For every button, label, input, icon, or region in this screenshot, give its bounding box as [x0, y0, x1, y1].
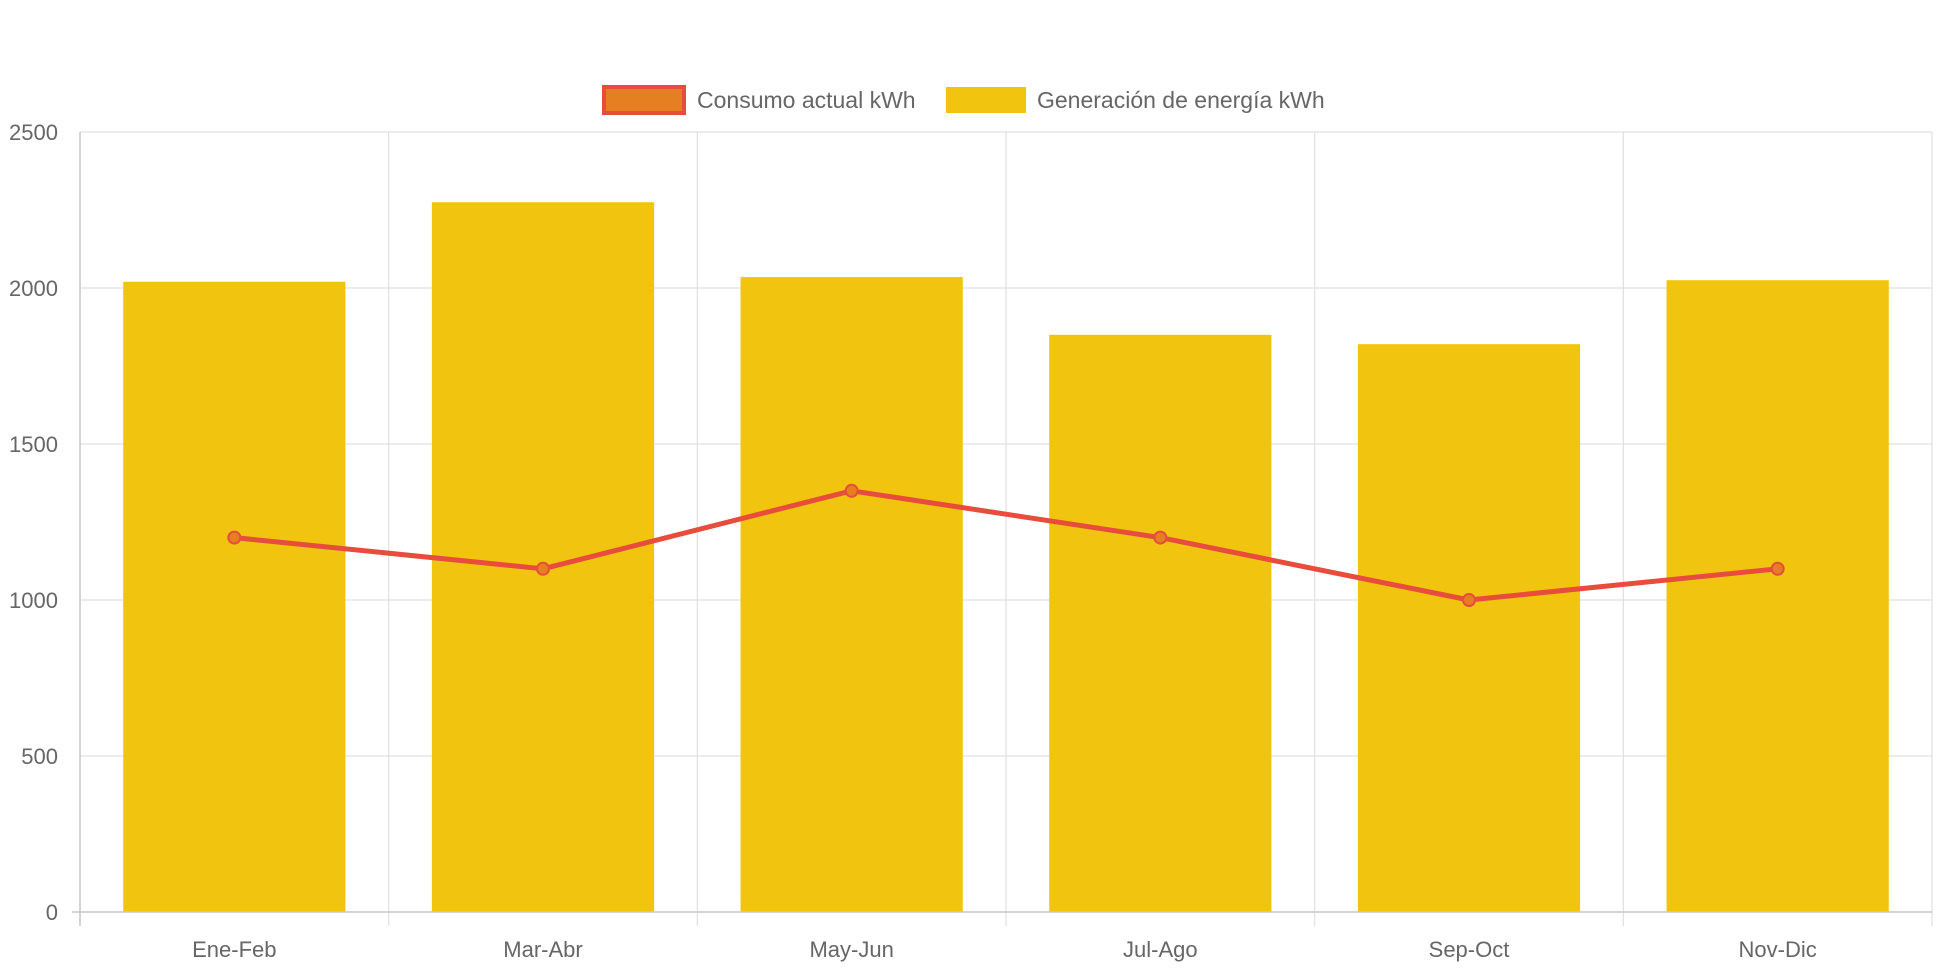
bar-jul-ago: [1049, 334, 1272, 912]
grid: [79, 131, 1933, 926]
legend-swatch-consumo: [602, 85, 686, 115]
y-tick-label: 2500: [9, 120, 58, 145]
x-tick-label: Nov-Dic: [1739, 937, 1817, 962]
legend-item-consumo[interactable]: Consumo actual kWh: [602, 85, 916, 115]
legend-label-generacion: Generación de energía kWh: [1037, 87, 1325, 113]
line-point-sep-oct: [1462, 593, 1476, 607]
y-tick-label: 1500: [9, 432, 58, 457]
axes: [72, 132, 1932, 926]
axis-labels: 0 500 1000 1500 2000 2500 Ene-Feb Mar-Abr May-Ju…: [9, 120, 1817, 962]
line-path-consumo: [234, 488, 1778, 603]
line-point-mar-abr: [536, 561, 550, 576]
bar-nov-dic: [1666, 280, 1889, 912]
bar-may-jun: [740, 277, 963, 913]
line-point-nov-dic: [1770, 561, 1785, 576]
line-series-consumo: [227, 483, 1785, 607]
y-tick-label: 2000: [9, 276, 58, 301]
y-tick-label: 0: [46, 900, 58, 925]
x-tick-label: May-Jun: [809, 937, 893, 962]
legend[interactable]: Consumo actual kWh Generación de energía…: [602, 85, 1325, 115]
x-tick-label: Jul-Ago: [1123, 937, 1198, 962]
bar-series-generacion: [123, 202, 1889, 913]
legend-label-consumo: Consumo actual kWh: [697, 87, 916, 113]
line-point-jul-ago: [1153, 530, 1168, 545]
bar-ene-feb: [123, 281, 346, 912]
bar-mar-abr: [431, 202, 655, 912]
bar-sep-oct: [1357, 344, 1581, 912]
x-tick-label: Mar-Abr: [503, 937, 582, 962]
legend-swatch-generacion: [946, 87, 1026, 113]
line-point-ene-feb: [227, 530, 242, 545]
line-point-may-jun: [844, 483, 859, 498]
legend-item-generacion[interactable]: Generación de energía kWh: [946, 87, 1325, 113]
x-tick-label: Sep-Oct: [1429, 937, 1510, 962]
y-tick-label: 1000: [9, 588, 58, 613]
y-tick-label: 500: [21, 744, 58, 769]
x-tick-label: Ene-Feb: [192, 937, 276, 962]
